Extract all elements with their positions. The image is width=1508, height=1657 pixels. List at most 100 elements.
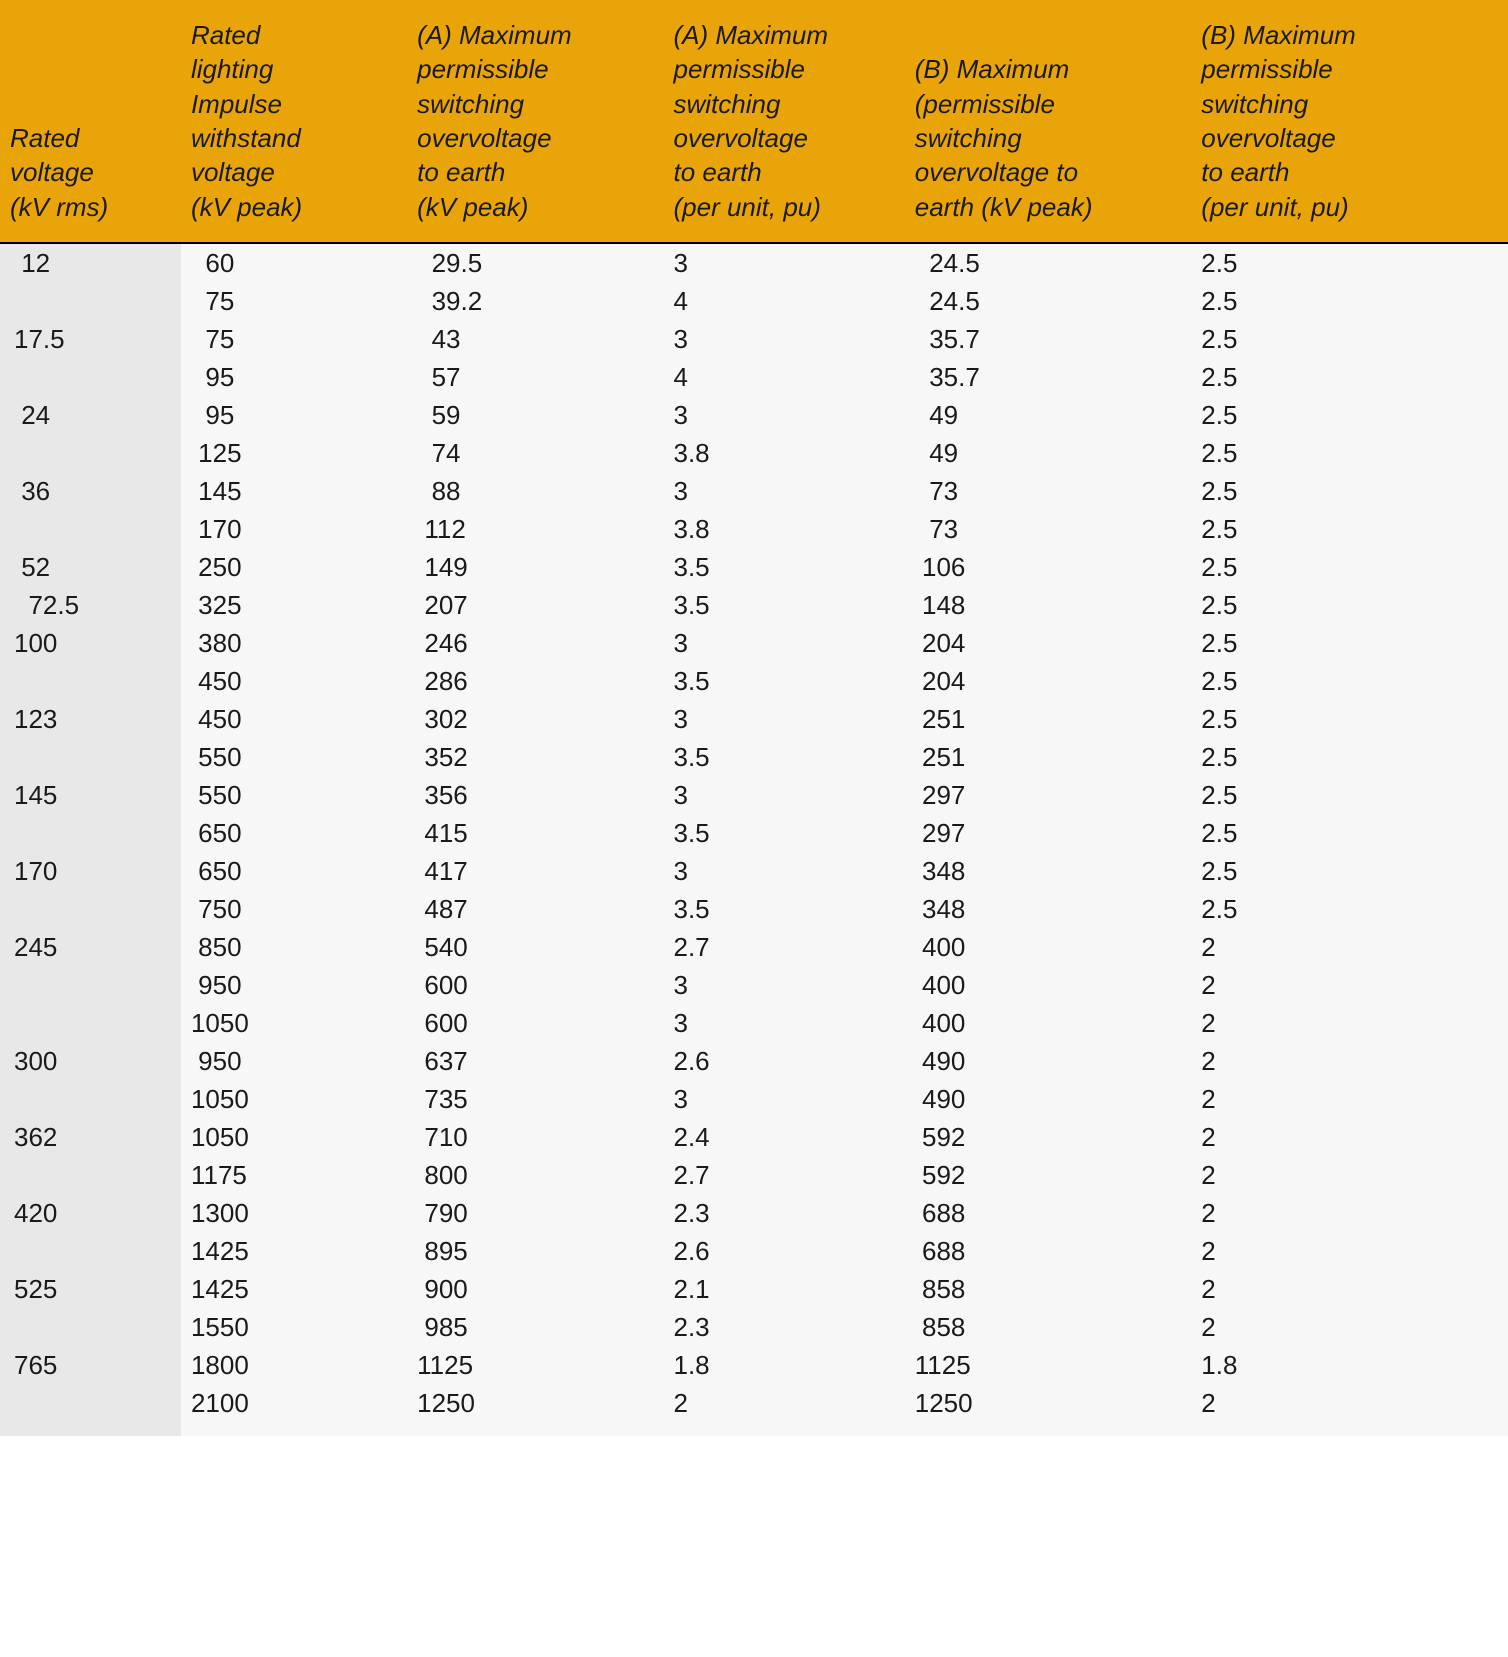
cell: 2.5 — [1191, 434, 1508, 472]
cell: 2.5 — [1191, 358, 1508, 396]
table-row: 5251425 9002.1 8582 — [0, 1270, 1508, 1308]
cell: 57 — [407, 358, 663, 396]
cell: 2 — [1191, 1118, 1508, 1156]
voltage-table-container: Ratedvoltage(kV rms)RatedlightingImpulse… — [0, 0, 1508, 1436]
cell: 2.5 — [1191, 852, 1508, 890]
cell: 450 — [181, 700, 407, 738]
voltage-table: Ratedvoltage(kV rms)RatedlightingImpulse… — [0, 0, 1508, 1436]
table-row: 145 550 3563 2972.5 — [0, 776, 1508, 814]
table-row: 100 380 2463 2042.5 — [0, 624, 1508, 662]
cell: 490 — [905, 1042, 1192, 1080]
cell: 59 — [407, 396, 663, 434]
cell: 415 — [407, 814, 663, 852]
table-row: 750 4873.5 3482.5 — [0, 890, 1508, 928]
cell: 74 — [407, 434, 663, 472]
cell: 4 — [664, 358, 905, 396]
cell: 24 — [0, 396, 181, 434]
cell: 688 — [905, 1232, 1192, 1270]
cell — [0, 1308, 181, 1346]
cell: 2.5 — [1191, 396, 1508, 434]
cell: 2 — [1191, 1384, 1508, 1436]
table-row: 75 39.24 24.52.5 — [0, 282, 1508, 320]
cell: 2.7 — [664, 928, 905, 966]
cell: 950 — [181, 966, 407, 1004]
cell: 17.5 — [0, 320, 181, 358]
table-row: 1050 7353 4902 — [0, 1080, 1508, 1118]
cell: 148 — [905, 586, 1192, 624]
cell: 3.8 — [664, 510, 905, 548]
col-header-3: (A) Maximumpermissibleswitchingovervolta… — [664, 0, 905, 243]
cell: 49 — [905, 396, 1192, 434]
cell: 900 — [407, 1270, 663, 1308]
cell: 2.5 — [1191, 890, 1508, 928]
table-row: 1550 9852.3 8582 — [0, 1308, 1508, 1346]
cell: 380 — [181, 624, 407, 662]
cell: 73 — [905, 472, 1192, 510]
cell — [0, 1384, 181, 1436]
cell: 1550 — [181, 1308, 407, 1346]
cell: 72.5 — [0, 586, 181, 624]
cell: 450 — [181, 662, 407, 700]
cell: 60 — [181, 243, 407, 282]
cell: 24.5 — [905, 243, 1192, 282]
table-body: 12 60 29.53 24.52.5 75 39.24 24.52.517.5… — [0, 243, 1508, 1436]
cell: 540 — [407, 928, 663, 966]
cell — [0, 738, 181, 776]
cell: 1050 — [181, 1118, 407, 1156]
cell: 2 — [1191, 928, 1508, 966]
cell: 250 — [181, 548, 407, 586]
cell — [0, 1004, 181, 1042]
cell: 2 — [1191, 1270, 1508, 1308]
cell: 525 — [0, 1270, 181, 1308]
cell: 2.5 — [1191, 624, 1508, 662]
cell: 2100 — [181, 1384, 407, 1436]
cell: 356 — [407, 776, 663, 814]
cell: 637 — [407, 1042, 663, 1080]
cell: 3 — [664, 966, 905, 1004]
cell: 2.5 — [1191, 738, 1508, 776]
table-row: 95 574 35.72.5 — [0, 358, 1508, 396]
cell: 35.7 — [905, 358, 1192, 396]
cell: 4 — [664, 282, 905, 320]
cell: 2.3 — [664, 1308, 905, 1346]
cell: 170 — [0, 852, 181, 890]
cell: 145 — [181, 472, 407, 510]
cell: 600 — [407, 966, 663, 1004]
cell: 1050 — [181, 1004, 407, 1042]
cell: 29.5 — [407, 243, 663, 282]
cell — [0, 966, 181, 1004]
cell: 35.7 — [905, 320, 1192, 358]
cell: 2 — [1191, 1042, 1508, 1080]
col-header-0: Ratedvoltage(kV rms) — [0, 0, 181, 243]
cell: 1050 — [181, 1080, 407, 1118]
cell: 2 — [1191, 1194, 1508, 1232]
cell: 3.5 — [664, 890, 905, 928]
cell: 3 — [664, 472, 905, 510]
cell: 2 — [1191, 1080, 1508, 1118]
cell: 286 — [407, 662, 663, 700]
table-row: 12 60 29.53 24.52.5 — [0, 243, 1508, 282]
cell: 1.8 — [664, 1346, 905, 1384]
cell: 600 — [407, 1004, 663, 1042]
cell: 52 — [0, 548, 181, 586]
cell: 75 — [181, 282, 407, 320]
cell: 204 — [905, 662, 1192, 700]
cell: 420 — [0, 1194, 181, 1232]
cell: 2.1 — [664, 1270, 905, 1308]
table-row: 72.5 325 2073.5 1482.5 — [0, 586, 1508, 624]
cell: 1300 — [181, 1194, 407, 1232]
cell: 400 — [905, 1004, 1192, 1042]
cell: 207 — [407, 586, 663, 624]
cell: 400 — [905, 928, 1192, 966]
cell: 2.3 — [664, 1194, 905, 1232]
cell: 73 — [905, 510, 1192, 548]
cell: 1175 — [181, 1156, 407, 1194]
cell: 2.5 — [1191, 814, 1508, 852]
table-row: 765180011251.811251.8 — [0, 1346, 1508, 1384]
cell: 688 — [905, 1194, 1192, 1232]
table-row: 300 950 6372.6 4902 — [0, 1042, 1508, 1080]
cell: 3 — [664, 1004, 905, 1042]
cell — [0, 1080, 181, 1118]
cell: 2 — [1191, 1232, 1508, 1270]
cell: 592 — [905, 1156, 1192, 1194]
